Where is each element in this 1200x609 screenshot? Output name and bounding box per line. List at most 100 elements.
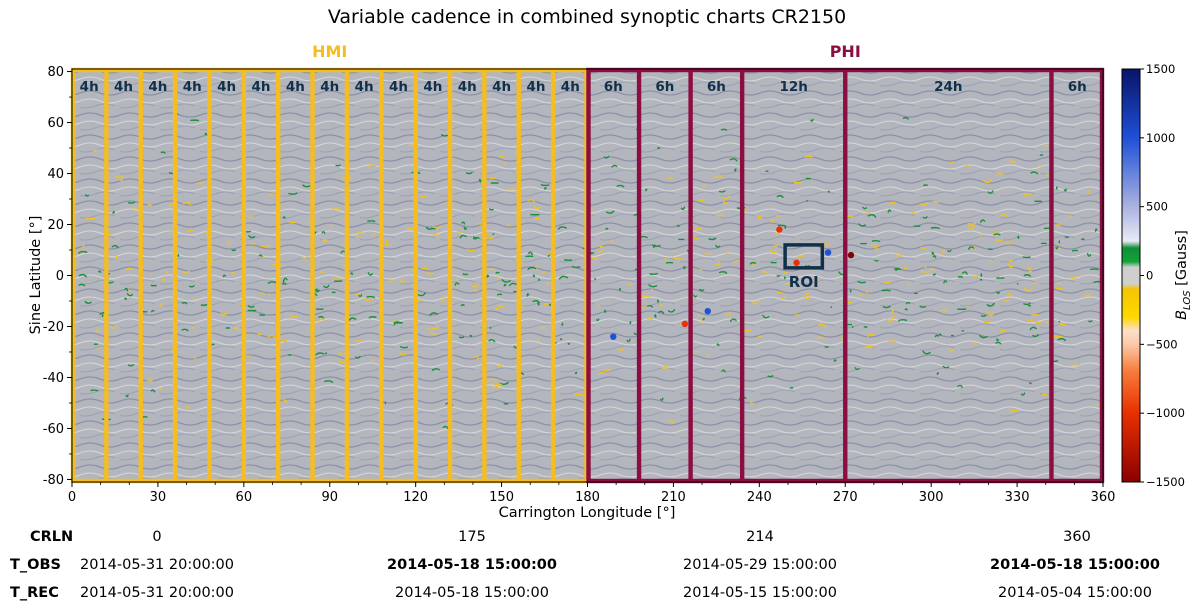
negative-flux-stroke — [94, 330, 100, 333]
positive-flux-stroke — [699, 288, 705, 292]
positive-flux-stroke — [708, 237, 717, 241]
negative-flux-stroke — [1009, 160, 1017, 163]
positive-flux-stroke — [667, 309, 676, 313]
negative-flux-stroke — [494, 307, 500, 310]
positive-flux-stroke — [302, 184, 311, 188]
colorbar-gradient — [1121, 68, 1141, 483]
x-tick-label: 330 — [1005, 490, 1030, 505]
negative-flux-stroke — [996, 172, 1004, 176]
negative-flux-stroke — [805, 292, 810, 296]
negative-flux-stroke — [388, 280, 396, 283]
x-tick-label: 30 — [150, 490, 167, 505]
positive-flux-stroke — [931, 251, 935, 255]
negative-flux-stroke — [534, 217, 540, 221]
negative-flux-stroke — [751, 301, 760, 305]
positive-flux-stroke — [721, 369, 726, 373]
positive-flux-stroke — [702, 317, 705, 321]
negative-flux-stroke — [1023, 193, 1033, 197]
positive-flux-stroke — [776, 275, 781, 277]
negative-flux-stroke — [356, 234, 359, 238]
negative-flux-stroke — [1037, 164, 1043, 168]
negative-flux-stroke — [781, 296, 787, 300]
positive-flux-stroke — [454, 282, 460, 286]
x-tick-label: 150 — [489, 490, 514, 505]
positive-flux-stroke — [486, 274, 490, 278]
positive-flux-stroke — [1081, 238, 1085, 241]
positive-flux-stroke — [719, 190, 726, 193]
negative-flux-stroke — [472, 356, 480, 360]
positive-flux-stroke — [651, 244, 661, 247]
colorbar-label-rest: [Gauss] — [1174, 230, 1190, 290]
colorbar-label-sub: LOS — [1182, 290, 1193, 310]
x-tick-label: 300 — [919, 490, 944, 505]
positive-flux-stroke — [979, 334, 988, 339]
positive-flux-stroke — [902, 116, 909, 120]
info-label: T_OBS — [10, 557, 61, 573]
cadence-label: 6h — [1068, 79, 1087, 95]
positive-flux-stroke — [996, 338, 999, 342]
negative-flux-stroke — [231, 271, 236, 275]
negative-flux-stroke — [259, 292, 265, 296]
positive-flux-stroke — [78, 273, 87, 278]
instrument-label-hmi: HMI — [312, 42, 347, 61]
positive-flux-stroke — [716, 343, 720, 347]
positive-flux-stroke — [112, 210, 115, 214]
cadence-label: 6h — [655, 79, 674, 95]
sunspot — [610, 333, 617, 340]
positive-flux-stroke — [478, 178, 482, 183]
x-tick-label: 120 — [403, 490, 428, 505]
positive-flux-stroke — [919, 305, 926, 308]
positive-flux-stroke — [431, 368, 440, 371]
positive-flux-stroke — [442, 425, 449, 430]
negative-flux-stroke — [146, 380, 153, 383]
negative-flux-stroke — [929, 268, 935, 271]
negative-flux-stroke — [1084, 293, 1093, 297]
negative-flux-stroke — [797, 254, 804, 258]
negative-flux-stroke — [882, 280, 891, 284]
sunspot — [776, 226, 783, 233]
colorbar: −1500 −1000 −500 0 500 1000 1500 — [1121, 62, 1185, 489]
positive-flux-stroke — [767, 375, 774, 378]
info-value: 2014-05-18 15:00:00 — [990, 557, 1160, 573]
positive-flux-stroke — [84, 300, 92, 305]
positive-flux-stroke — [645, 188, 648, 192]
negative-flux-stroke — [535, 265, 539, 269]
negative-flux-stroke — [1004, 241, 1013, 245]
negative-flux-stroke — [697, 198, 706, 202]
sunspot — [681, 320, 689, 328]
positive-flux-stroke — [993, 233, 1001, 236]
positive-flux-stroke — [558, 275, 569, 280]
positive-flux-stroke — [863, 325, 868, 328]
negative-flux-stroke — [161, 278, 166, 282]
sunspot — [704, 307, 711, 315]
positive-flux-stroke — [288, 192, 298, 195]
negative-flux-stroke — [193, 356, 197, 360]
negative-flux-stroke — [355, 292, 360, 296]
negative-flux-stroke — [268, 193, 274, 197]
negative-flux-stroke — [497, 276, 500, 281]
negative-flux-stroke — [894, 253, 903, 257]
negative-flux-stroke — [733, 260, 740, 263]
negative-flux-stroke — [1031, 282, 1037, 285]
negative-flux-stroke — [486, 236, 495, 240]
positive-flux-stroke — [648, 284, 658, 288]
negative-flux-stroke — [267, 334, 277, 339]
info-row-t-rec: T_REC 2014-05-31 20:00:00 2014-05-18 15:… — [0, 585, 1200, 607]
negative-flux-stroke — [666, 177, 674, 180]
negative-flux-stroke — [715, 262, 721, 266]
negative-flux-stroke — [427, 326, 437, 331]
positive-flux-stroke — [459, 234, 467, 239]
positive-flux-stroke — [729, 158, 738, 162]
negative-flux-stroke — [846, 215, 854, 218]
positive-flux-stroke — [393, 321, 402, 326]
cadence-label: 4h — [355, 79, 374, 95]
positive-flux-stroke — [200, 303, 208, 306]
negative-flux-stroke — [329, 224, 333, 227]
negative-flux-stroke — [499, 155, 505, 159]
y-tick-label: -20 — [43, 320, 64, 335]
negative-flux-stroke — [889, 201, 897, 205]
positive-flux-stroke — [715, 244, 721, 248]
positive-flux-stroke — [776, 194, 784, 198]
negative-flux-stroke — [726, 250, 729, 254]
negative-flux-stroke — [158, 387, 162, 391]
